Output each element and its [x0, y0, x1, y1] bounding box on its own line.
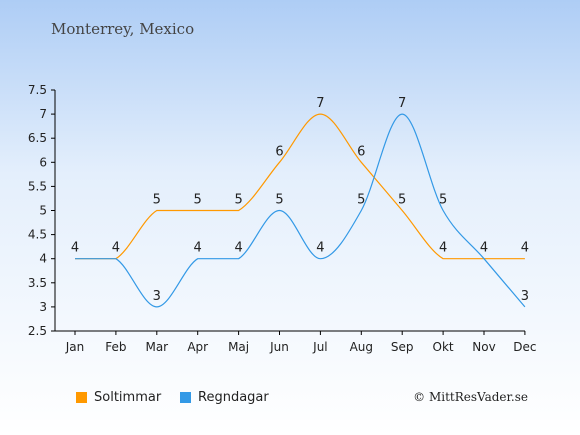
y-tick-label: 2.5	[28, 324, 47, 338]
data-label-soltimmar: 4	[112, 241, 120, 256]
data-label-regndagar: 5	[357, 193, 365, 208]
data-label-regndagar: 5	[275, 193, 283, 208]
copyright-text: © MittResVader.se	[413, 390, 528, 404]
legend-label-soltimmar: Soltimmar	[94, 390, 162, 405]
legend-swatch-soltimmar	[76, 392, 87, 403]
series-line-regndagar	[75, 113, 526, 308]
data-label-soltimmar: 6	[275, 144, 283, 159]
y-tick-label: 4	[39, 252, 47, 266]
x-tick-label: Mar	[145, 340, 168, 354]
x-tick-label: Dec	[513, 340, 536, 354]
y-tick-label: 4.5	[28, 228, 47, 242]
x-tick-label: Jun	[269, 340, 289, 354]
chart-title: Monterrey, Mexico	[51, 20, 195, 38]
legend-swatch-regndagar	[180, 392, 191, 403]
series-line-soltimmar	[75, 113, 525, 260]
data-label-regndagar: 5	[439, 193, 447, 208]
data-label-regndagar: 4	[316, 241, 324, 256]
legend-label-regndagar: Regndagar	[198, 390, 269, 405]
data-label-soltimmar: 5	[398, 193, 406, 208]
data-label-regndagar: 7	[398, 96, 406, 111]
x-tick-label: Okt	[433, 340, 454, 354]
y-tick-label: 5.5	[28, 179, 47, 193]
y-tick-label: 7.5	[28, 83, 47, 97]
data-label-soltimmar: 4	[521, 241, 529, 256]
data-label-soltimmar: 5	[153, 193, 161, 208]
y-tick-label: 7	[39, 107, 47, 121]
y-tick-label: 3.5	[28, 276, 47, 290]
x-tick-label: Sep	[391, 340, 414, 354]
x-tick-label: Aug	[350, 340, 373, 354]
x-tick-label: Apr	[187, 340, 208, 354]
x-tick-label: Maj	[228, 340, 249, 354]
data-label-soltimmar: 4	[71, 241, 79, 256]
data-label-soltimmar: 7	[316, 96, 324, 111]
data-label-regndagar: 4	[194, 241, 202, 256]
data-label-regndagar: 3	[521, 289, 529, 304]
data-label-soltimmar: 5	[194, 193, 202, 208]
x-tick-label: Jan	[65, 340, 85, 354]
x-tick-label: Nov	[472, 340, 495, 354]
data-label-soltimmar: 4	[439, 241, 447, 256]
data-label-soltimmar: 4	[480, 241, 488, 256]
legend-item-soltimmar: Soltimmar	[76, 390, 161, 405]
y-tick-label: 6	[39, 155, 47, 169]
y-tick-label: 3	[39, 300, 47, 314]
data-label-regndagar: 3	[153, 289, 161, 304]
data-label-soltimmar: 5	[234, 193, 242, 208]
y-tick-label: 5	[39, 204, 47, 218]
legend-item-regndagar: Regndagar	[180, 390, 269, 405]
x-tick-label: Jul	[312, 340, 327, 354]
y-tick-label: 6.5	[28, 131, 47, 145]
x-tick-label: Feb	[105, 340, 126, 354]
data-label-regndagar: 4	[234, 241, 242, 256]
data-label-soltimmar: 6	[357, 144, 365, 159]
